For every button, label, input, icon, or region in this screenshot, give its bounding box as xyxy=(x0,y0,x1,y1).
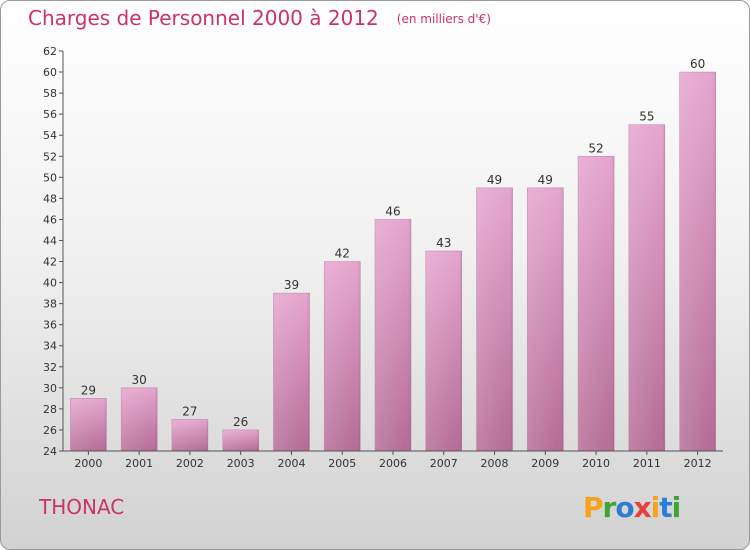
logo-letter: x xyxy=(633,491,652,524)
y-tick-label: 42 xyxy=(43,256,57,269)
x-axis: 2000 2001 2002 2003 2004 2005 2006 2007 2008 2009… xyxy=(63,450,723,470)
y-axis: 24 26 28 30 32 34 36 38 40 42 44 46 48 50 52 54 56 58 60 62 xyxy=(43,45,64,458)
bar-value-label: 39 xyxy=(284,278,299,292)
y-tick-label: 50 xyxy=(43,171,57,184)
y-tick-label: 24 xyxy=(43,445,57,458)
logo-letter: i xyxy=(671,491,682,524)
logo-letter: r xyxy=(602,491,617,524)
bar-shade xyxy=(375,219,411,451)
x-tick-label: 2004 xyxy=(277,457,305,470)
x-tick-label: 2011 xyxy=(633,457,661,470)
logo-letter: t xyxy=(659,491,672,524)
bar-value-label: 26 xyxy=(233,415,248,429)
bar-shade xyxy=(222,429,259,451)
chart-subtitle: (en milliers d'€) xyxy=(396,12,491,26)
y-tick-label: 34 xyxy=(43,340,57,353)
y-tick-label: 44 xyxy=(43,234,57,247)
bar-value-label: 27 xyxy=(182,404,197,418)
bar-shade xyxy=(527,187,564,451)
bars-group: 29 30 27 26 39 42 46 43 49 49 52 55 60 xyxy=(70,57,716,452)
x-tick-label: 2012 xyxy=(684,457,712,470)
bar-shade xyxy=(679,72,716,451)
bar-shade xyxy=(628,124,665,452)
logo-letter: P xyxy=(583,491,604,524)
logo-letter: i xyxy=(650,491,661,524)
x-tick-label: 2006 xyxy=(379,457,407,470)
y-tick-label: 32 xyxy=(43,361,57,374)
bar-shade xyxy=(578,156,615,451)
bar-shade xyxy=(273,293,310,451)
title-row: Charges de Personnel 2000 à 2012 (en mill… xyxy=(28,6,491,30)
bar-value-label: 49 xyxy=(538,173,553,187)
bar-value-label: 52 xyxy=(588,141,603,155)
commune-name: THONAC xyxy=(39,495,125,519)
y-tick-label: 36 xyxy=(43,319,57,332)
bar-value-label: 43 xyxy=(436,236,451,250)
bar-value-label: 42 xyxy=(335,247,350,261)
bar-shade xyxy=(324,261,361,451)
y-tick-label: 62 xyxy=(43,45,57,58)
y-tick-label: 46 xyxy=(43,213,57,226)
y-tick-label: 54 xyxy=(43,129,57,142)
y-tick-label: 28 xyxy=(43,403,57,416)
bar-shade xyxy=(70,398,107,451)
y-tick-label: 38 xyxy=(43,298,57,311)
chart-title: Charges de Personnel 2000 à 2012 xyxy=(28,6,379,30)
y-tick-label: 26 xyxy=(43,424,57,437)
bar-shade xyxy=(476,187,513,451)
bar-value-label: 60 xyxy=(690,57,705,71)
bar-shade xyxy=(171,419,208,451)
y-tick-label: 52 xyxy=(43,150,57,163)
x-tick-label: 2002 xyxy=(176,457,204,470)
x-tick-label: 2005 xyxy=(328,457,356,470)
x-tick-label: 2007 xyxy=(430,457,458,470)
x-tick-label: 2009 xyxy=(531,457,559,470)
bar-shade xyxy=(425,251,462,451)
x-tick-label: 2001 xyxy=(125,457,153,470)
bar-value-label: 46 xyxy=(385,204,400,218)
logo-letter: o xyxy=(615,491,634,524)
x-tick-label: 2010 xyxy=(582,457,610,470)
bar-shade xyxy=(121,387,158,451)
bar-value-label: 30 xyxy=(132,373,147,387)
y-tick-label: 48 xyxy=(43,192,57,205)
x-tick-label: 2003 xyxy=(227,457,255,470)
x-tick-label: 2000 xyxy=(74,457,102,470)
y-tick-label: 40 xyxy=(43,277,57,290)
proxiti-logo: Proxiti xyxy=(583,491,682,524)
y-tick-label: 56 xyxy=(43,108,57,121)
y-tick-label: 60 xyxy=(43,66,57,79)
y-tick-label: 58 xyxy=(43,87,57,100)
bar-value-label: 29 xyxy=(81,383,96,397)
bar-value-label: 49 xyxy=(487,173,502,187)
bar-value-label: 55 xyxy=(639,110,654,124)
y-tick-label: 30 xyxy=(43,382,57,395)
x-tick-label: 2008 xyxy=(481,457,509,470)
